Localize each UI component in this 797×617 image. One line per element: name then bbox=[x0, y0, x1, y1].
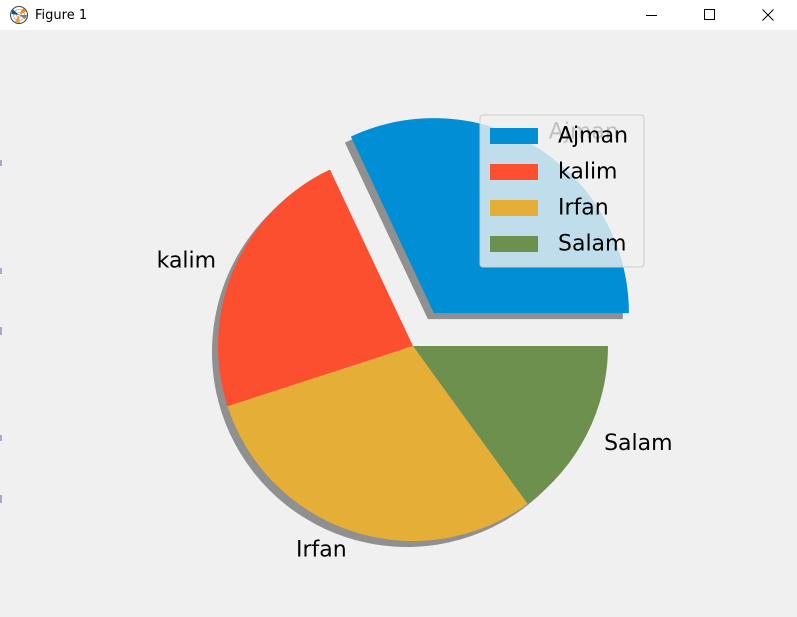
pie-slice-kalim bbox=[217, 169, 413, 407]
pie-label-irfan: Irfan bbox=[296, 538, 347, 563]
pie-slice-salam bbox=[413, 346, 609, 504]
legend-swatch-irfan bbox=[490, 200, 538, 216]
window-title: Figure 1 bbox=[35, 7, 88, 23]
close-button[interactable] bbox=[739, 0, 797, 30]
minimize-icon bbox=[646, 15, 657, 16]
legend-swatch-ajman bbox=[490, 128, 538, 144]
pie-slice-irfan bbox=[227, 346, 528, 542]
legend-label-salam: Salam bbox=[558, 232, 626, 257]
legend-label-kalim: kalim bbox=[558, 160, 618, 185]
legend: Ajman kalim Irfan Salam bbox=[479, 114, 645, 268]
pie-label-kalim: kalim bbox=[157, 248, 217, 273]
maximize-button[interactable] bbox=[681, 0, 739, 30]
window-titlebar: Figure 1 bbox=[0, 0, 797, 31]
pie-label-salam: Salam bbox=[604, 431, 672, 456]
close-icon bbox=[762, 9, 774, 21]
window-controls bbox=[623, 0, 797, 30]
legend-box bbox=[479, 114, 645, 268]
legend-swatch-salam bbox=[490, 236, 538, 252]
legend-swatch-kalim bbox=[490, 164, 538, 180]
maximize-icon bbox=[704, 9, 715, 20]
left-edge-marks bbox=[0, 160, 2, 503]
legend-label-irfan: Irfan bbox=[558, 196, 609, 221]
legend-label-ajman: Ajman bbox=[558, 124, 628, 149]
matplotlib-icon bbox=[10, 6, 28, 24]
pie-chart: Ajman kalim Irfan Salam Ajman kalim Irfan Sala… bbox=[157, 114, 673, 563]
minimize-button[interactable] bbox=[623, 0, 681, 30]
